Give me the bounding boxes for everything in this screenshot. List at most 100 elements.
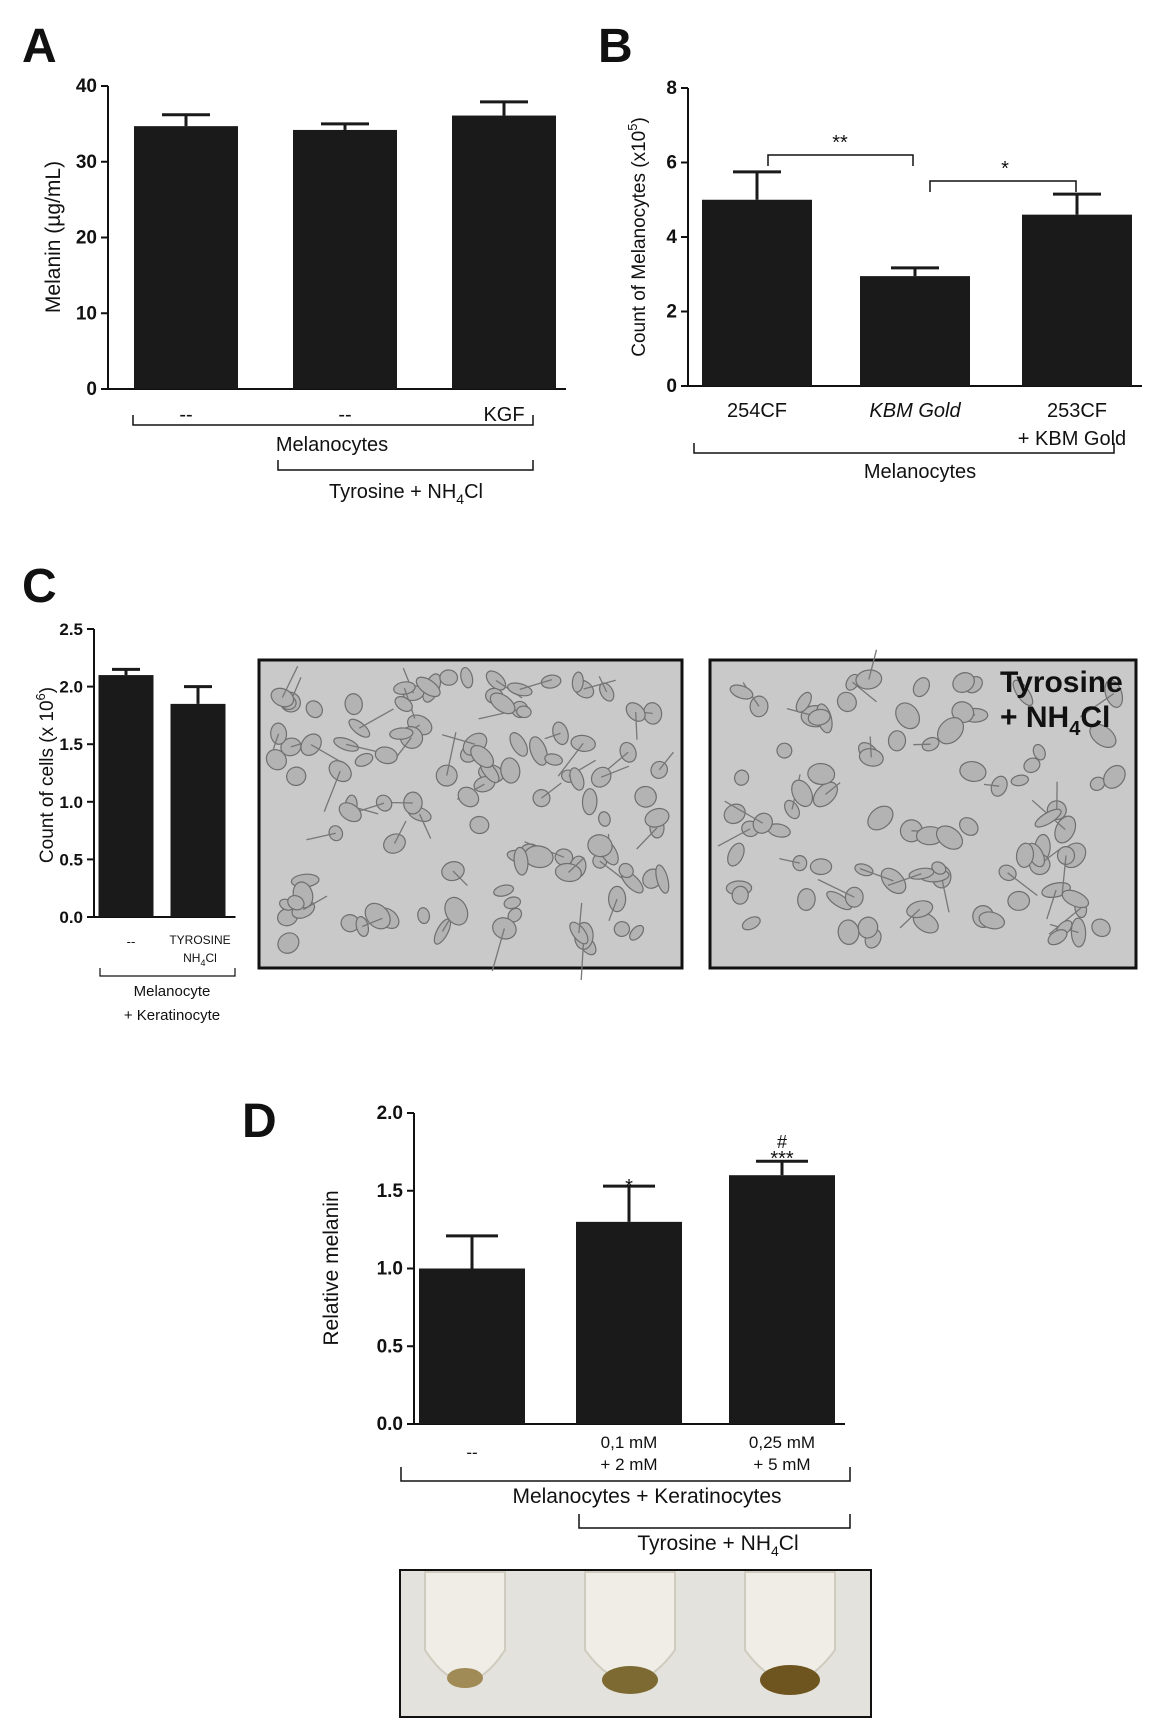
cell — [1023, 757, 1041, 774]
cell — [270, 722, 288, 745]
x-tick-label: TYROSINE — [169, 933, 230, 947]
micrograph-tyrosine: Tyrosine + NH4Cl — [708, 649, 1138, 970]
cell — [731, 885, 749, 905]
group-bracket — [99, 968, 236, 977]
panel-letter-b: B — [598, 20, 633, 73]
cell — [826, 890, 852, 911]
dendrite — [452, 870, 468, 887]
cell — [287, 894, 305, 911]
y-tick-label: 6 — [666, 153, 677, 174]
cell — [837, 919, 860, 945]
y-tick-label: 2.5 — [59, 620, 83, 639]
dendrite — [940, 876, 950, 913]
dendrite — [359, 802, 385, 812]
cell — [489, 692, 516, 715]
dendrite — [1007, 872, 1038, 897]
cell — [618, 862, 634, 879]
cell — [807, 708, 831, 726]
y-tick-label: 2 — [666, 302, 677, 323]
dendrite — [724, 800, 764, 824]
tube-2 — [584, 1571, 676, 1682]
group-bracket — [578, 1514, 851, 1529]
dendrite — [519, 678, 553, 691]
y-tick-label: 40 — [76, 76, 97, 97]
micrograph-control — [257, 658, 684, 980]
cell — [792, 855, 808, 872]
cell — [729, 684, 754, 700]
bar — [98, 675, 154, 917]
dendrite — [358, 708, 394, 729]
cell — [1091, 918, 1111, 938]
group-bracket — [400, 1467, 851, 1482]
cell-cluster — [265, 665, 674, 980]
cell — [644, 807, 670, 828]
y-tick-label: 1.5 — [59, 735, 83, 754]
cell — [857, 916, 879, 939]
cell — [655, 864, 670, 894]
cell — [867, 805, 894, 831]
cell — [613, 920, 631, 938]
significance-label: ** — [832, 132, 848, 154]
x-tick-label: -- — [466, 1443, 477, 1462]
y-tick-label: 1.0 — [377, 1259, 403, 1280]
group-label: Melanocytes — [276, 434, 388, 456]
panel-letter-c: C — [22, 560, 57, 613]
cell — [354, 752, 374, 767]
dendrite — [557, 743, 584, 777]
y-axis-label: Count of cells (x 106) — [33, 687, 58, 863]
cell — [959, 760, 987, 783]
dendrite — [491, 928, 506, 972]
dendrite — [578, 902, 583, 934]
dendrite — [541, 782, 562, 799]
bar — [170, 703, 226, 917]
cell — [439, 669, 459, 686]
y-tick-label: 0.5 — [377, 1336, 404, 1357]
group-bracket — [693, 443, 1115, 454]
dendrite — [272, 733, 280, 750]
cell — [503, 896, 522, 910]
y-axis-label: Relative melanin — [320, 1190, 343, 1345]
cell — [460, 666, 474, 689]
cell — [959, 817, 979, 836]
cell — [444, 896, 469, 926]
dendrite — [441, 918, 451, 932]
dendrite — [717, 828, 751, 847]
dendrite — [824, 782, 841, 796]
y-tick-label: 0.0 — [59, 908, 83, 927]
bar — [729, 1175, 835, 1424]
group-label: Tyrosine + NH4Cl — [329, 481, 483, 507]
cell — [1012, 679, 1034, 707]
cell — [509, 732, 529, 757]
group-label: Melanocyte — [134, 983, 211, 1000]
cell — [1089, 723, 1117, 748]
cell — [1015, 842, 1035, 868]
cell — [797, 888, 816, 911]
group-bracket — [132, 415, 534, 426]
panel-letter-d: D — [242, 1095, 277, 1148]
cell — [807, 762, 836, 786]
bar — [1022, 214, 1132, 386]
significance-label: * — [1001, 158, 1009, 180]
x-tick-label: 0,25 mM — [749, 1433, 815, 1452]
group-label: Tyrosine + NH4Cl — [637, 1532, 798, 1559]
cell — [571, 671, 584, 693]
y-axis-label: Count of Melanocytes (x105) — [625, 117, 650, 357]
cell — [500, 757, 521, 784]
tube-3 — [744, 1571, 836, 1682]
cell — [598, 811, 611, 827]
dendrite — [544, 732, 561, 740]
bar — [702, 199, 812, 386]
dendrite — [635, 711, 638, 740]
cell — [393, 681, 416, 695]
dendrite — [658, 751, 674, 771]
dendrite — [345, 743, 378, 753]
cell — [809, 858, 833, 876]
pellet-1 — [447, 1668, 483, 1688]
cell — [931, 861, 947, 875]
dendrite — [396, 737, 412, 758]
dendrite — [362, 917, 383, 928]
cell — [727, 842, 745, 867]
y-tick-label: 1.5 — [377, 1181, 404, 1202]
dendrite — [1046, 889, 1057, 920]
dendrite — [306, 832, 336, 841]
